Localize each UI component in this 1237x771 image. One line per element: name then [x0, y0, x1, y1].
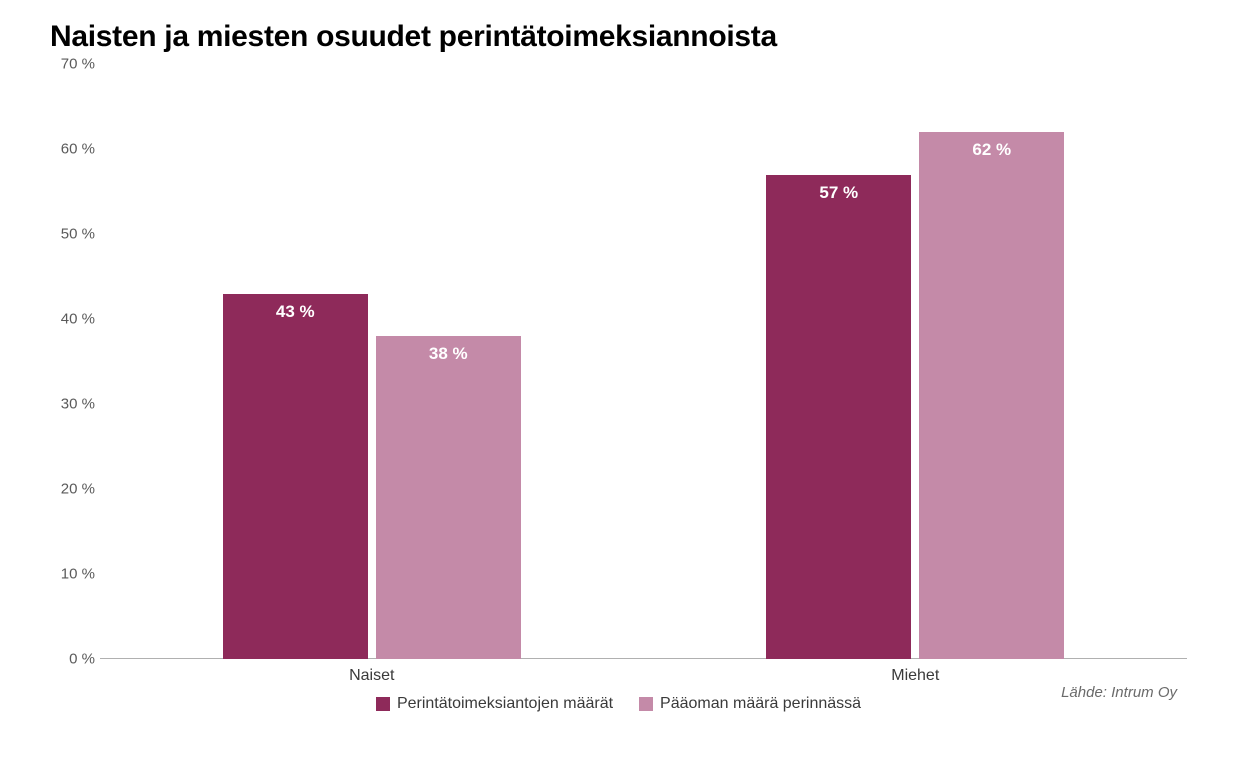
- legend-swatch: [376, 697, 390, 711]
- legend-item: Pääoman määrä perinnässä: [639, 695, 861, 713]
- y-tick-label: 40 %: [45, 311, 95, 328]
- bar: 43 %: [223, 294, 368, 660]
- bar-group: 57 % 62 %: [766, 132, 1064, 659]
- bar-value-label: 43 %: [223, 302, 368, 322]
- bar-group: 43 % 38 %: [223, 294, 521, 660]
- bar-value-label: 62 %: [919, 140, 1064, 160]
- bars-region: 43 % 38 % 57 % 62 %: [100, 64, 1187, 659]
- bar: 57 %: [766, 175, 911, 660]
- y-tick-label: 70 %: [45, 56, 95, 73]
- bar-value-label: 38 %: [376, 344, 521, 364]
- y-tick-label: 60 %: [45, 141, 95, 158]
- chart-container: Naisten ja miesten osuudet perintätoimek…: [0, 0, 1237, 771]
- plot-area: 0 %10 %20 %30 %40 %50 %60 %70 % 43 %38 %…: [100, 64, 1187, 659]
- y-tick-label: 20 %: [45, 481, 95, 498]
- legend-item: Perintätoimeksiantojen määrät: [376, 695, 613, 713]
- x-axis-labels: Naiset Miehet: [100, 659, 1187, 689]
- legend-label: Perintätoimeksiantojen määrät: [397, 695, 613, 713]
- legend-row: Perintätoimeksiantojen määrät Pääoman mää…: [30, 695, 1207, 723]
- y-axis: 0 %10 %20 %30 %40 %50 %60 %70 %: [45, 64, 95, 659]
- y-tick-label: 50 %: [45, 226, 95, 243]
- x-tick-label: Miehet: [891, 667, 939, 685]
- y-tick-label: 30 %: [45, 396, 95, 413]
- bar: 38 %: [376, 336, 521, 659]
- legend-swatch: [639, 697, 653, 711]
- bar-value-label: 57 %: [766, 183, 911, 203]
- y-tick-label: 10 %: [45, 566, 95, 583]
- bar: 62 %: [919, 132, 1064, 659]
- source-label: Lähde: Intrum Oy: [1061, 684, 1177, 701]
- legend: Perintätoimeksiantojen määrät Pääoman mää…: [30, 695, 1207, 713]
- legend-label: Pääoman määrä perinnässä: [660, 695, 861, 713]
- chart-title: Naisten ja miesten osuudet perintätoimek…: [50, 20, 1207, 54]
- y-tick-label: 0 %: [45, 651, 95, 668]
- x-tick-label: Naiset: [349, 667, 394, 685]
